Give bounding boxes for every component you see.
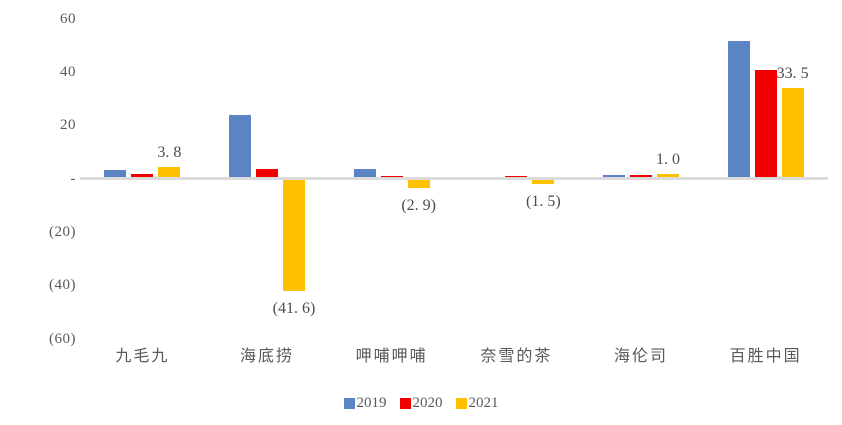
legend-item-2020: 2020 (399, 395, 443, 412)
legend-swatch-icon (455, 398, 467, 409)
x-category-label: 奈雪的茶 (480, 348, 553, 365)
bar-2019-九毛九 (104, 170, 127, 177)
bar-2021-海底捞 (283, 180, 305, 291)
bar-2019-百胜中国 (727, 41, 750, 177)
data-label: (2. 9) (401, 196, 436, 214)
bar-2020-海底捞 (256, 168, 278, 177)
legend-label: 2019 (356, 395, 387, 411)
x-axis-line (80, 177, 828, 180)
bar-2019-海底捞 (229, 114, 251, 177)
bar-2020-百胜中国 (754, 70, 777, 177)
legend-label: 2021 (468, 395, 499, 411)
y-tick-label: 40 (60, 63, 76, 80)
legend-label: 2020 (412, 395, 443, 411)
y-tick-label: (60) (49, 330, 76, 347)
legend: 2019 2020 2021 (0, 395, 842, 412)
bar-2021-百胜中国 (781, 87, 804, 177)
x-category-label: 呷哺呷哺 (355, 348, 428, 365)
bar-2020-奈雪的茶 (505, 176, 528, 177)
data-label: 33. 5 (776, 64, 809, 82)
data-label: (41. 6) (272, 299, 316, 317)
bar-2021-奈雪的茶 (532, 180, 555, 184)
bar-2021-呷哺呷哺 (407, 180, 430, 188)
bar-2019-呷哺呷哺 (353, 169, 376, 177)
x-category-label: 百胜中国 (729, 348, 802, 365)
legend-swatch-icon (399, 398, 411, 409)
bar-2019-海伦司 (603, 174, 625, 177)
bar-2020-海伦司 (630, 175, 652, 177)
bar-2021-九毛九 (158, 166, 181, 177)
data-label: 1. 0 (656, 151, 680, 169)
x-category-label: 九毛九 (115, 348, 170, 365)
bar-2020-九毛九 (131, 174, 154, 177)
legend-item-2021: 2021 (455, 395, 499, 412)
data-label: 3. 8 (157, 143, 182, 161)
data-label: (1. 5) (526, 193, 561, 210)
bar-2021-海伦司 (657, 174, 679, 177)
x-category-label: 海底捞 (239, 348, 294, 365)
bar-2020-呷哺呷哺 (380, 176, 403, 177)
x-category-label: 海伦司 (613, 348, 668, 365)
y-tick-label: (40) (49, 277, 76, 294)
y-tick-label: (20) (49, 223, 76, 240)
legend-swatch-icon (343, 398, 355, 409)
y-tick-label: 60 (60, 10, 76, 27)
y-tick-label: 20 (60, 117, 76, 134)
legend-item-2019: 2019 (343, 395, 387, 412)
y-tick-label: - (70, 170, 76, 187)
